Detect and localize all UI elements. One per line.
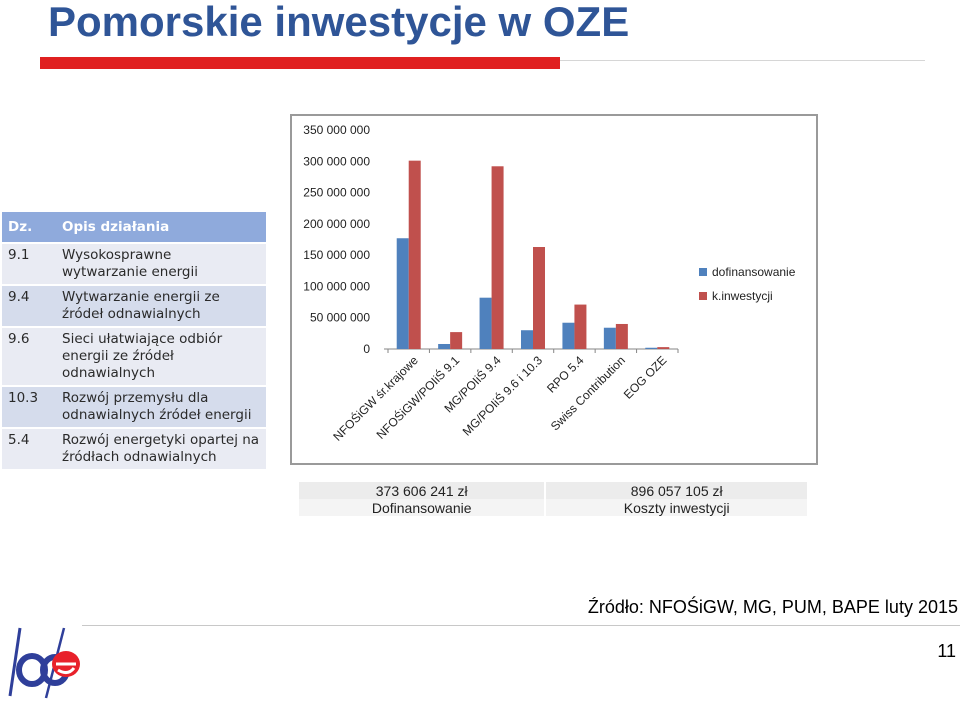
title-accent-bar <box>40 57 560 69</box>
bar-inwestycje <box>574 304 587 349</box>
bar-inwestycje <box>450 332 463 349</box>
row-code: 9.6 <box>2 328 56 385</box>
bar-dofinansowanie <box>562 322 575 349</box>
bar-inwestycje <box>491 166 504 349</box>
summary-values-row: 373 606 241 zł 896 057 105 zł <box>299 482 807 499</box>
page-number: 11 <box>937 641 956 661</box>
dofinansowanie-value: 373 606 241 zł <box>299 482 545 499</box>
bar-inwestycje <box>533 247 545 349</box>
y-tick-label: 350 000 000 <box>303 123 370 137</box>
bar-inwestycje <box>615 323 628 349</box>
row-code: 9.1 <box>2 244 56 284</box>
row-description: Wysokosprawne wytwarzanie energii <box>56 244 266 284</box>
legend-label: dofinansowanie <box>712 265 796 279</box>
bar-dofinansowanie <box>479 297 492 349</box>
bar-inwestycje <box>657 347 670 349</box>
y-tick-label: 250 000 000 <box>303 186 370 200</box>
x-tick-label: MG/POIiŚ 9.6 i 10.3 <box>459 352 545 438</box>
bpe-logo: bpe <box>8 627 80 699</box>
header-code: Dz. <box>2 212 56 242</box>
y-tick-label: 50 000 000 <box>310 311 370 325</box>
x-tick-label: Swiss Contribution <box>548 353 628 433</box>
header-description: Opis działania <box>56 212 266 242</box>
bar-dofinansowanie <box>645 347 658 349</box>
koszty-value: 896 057 105 zł <box>546 482 807 499</box>
legend-swatch <box>699 268 707 276</box>
row-code: 10.3 <box>2 387 56 427</box>
y-tick-label: 300 000 000 <box>303 154 370 168</box>
table-row: 9.4 Wytwarzanie energii ze źródeł odnawi… <box>2 286 266 326</box>
legend-swatch <box>699 292 707 300</box>
investment-chart: 0 50 000 000 100 000 000 150 000 000 200 000… <box>290 114 818 465</box>
bar-dofinansowanie <box>603 327 616 349</box>
bar-dofinansowanie <box>438 343 451 349</box>
source-note: Źródło: NFOŚiGW, MG, PUM, BAPE luty 2015 <box>587 597 958 617</box>
table-row: 5.4 Rozwój energetyki opartej na źródłac… <box>2 429 266 469</box>
table-row: 9.1 Wysokosprawne wytwarzanie energii <box>2 244 266 284</box>
table-header-row: Dz. Opis działania <box>2 212 266 242</box>
x-tick-label: EOG OZE <box>621 353 670 402</box>
y-tick-label: 150 000 000 <box>303 248 370 262</box>
page-title: Pomorskie inwestycje w OZE <box>48 0 630 45</box>
row-description: Sieci ułatwiające odbiór energii ze źród… <box>56 328 266 385</box>
actions-table: Dz. Opis działania 9.1 Wysokosprawne wyt… <box>2 210 266 471</box>
y-tick-label: 200 000 000 <box>303 217 370 231</box>
bar-dofinansowanie <box>396 238 409 349</box>
summary-table: 373 606 241 zł 896 057 105 zł Dofinansow… <box>297 482 809 516</box>
chart-canvas: 0 50 000 000 100 000 000 150 000 000 200 000… <box>303 123 796 444</box>
bar-inwestycje <box>408 160 421 349</box>
table-row: 10.3 Rozwój przemysłu dla odnawialnych ź… <box>2 387 266 427</box>
row-description: Wytwarzanie energii ze źródeł odnawialny… <box>56 286 266 326</box>
row-description: Rozwój przemysłu dla odnawialnych źródeł… <box>56 387 266 427</box>
row-code: 9.4 <box>2 286 56 326</box>
koszty-label: Koszty inwestycji <box>546 499 807 516</box>
y-tick-label: 100 000 000 <box>303 279 370 293</box>
bar-dofinansowanie <box>521 330 533 349</box>
table-row: 9.6 Sieci ułatwiające odbiór energii ze … <box>2 328 266 385</box>
row-code: 5.4 <box>2 429 56 469</box>
legend-label: k.inwestycji <box>712 289 773 303</box>
dofinansowanie-label: Dofinansowanie <box>299 499 545 516</box>
x-tick-label: RPO 5.4 <box>544 353 587 396</box>
summary-labels-row: Dofinansowanie Koszty inwestycji <box>299 499 807 516</box>
footer-divider <box>82 625 960 626</box>
y-tick-label: 0 <box>363 342 370 356</box>
row-description: Rozwój energetyki opartej na źródłach od… <box>56 429 266 469</box>
